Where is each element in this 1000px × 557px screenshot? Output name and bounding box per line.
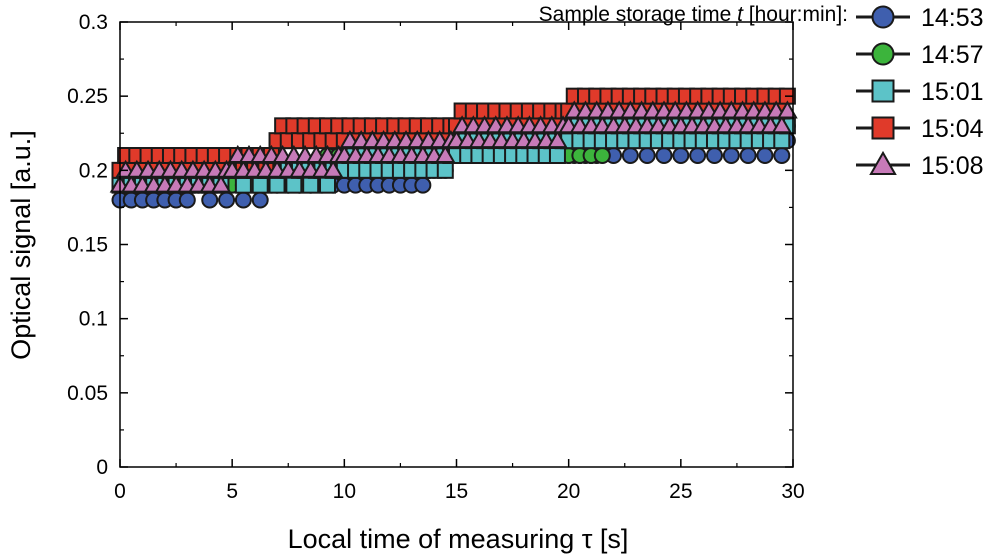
x-tick-label: 30 bbox=[781, 480, 804, 503]
legend-marker bbox=[871, 116, 895, 140]
data-point bbox=[672, 147, 690, 164]
data-point bbox=[547, 130, 568, 149]
legend-title: Sample storage time t [hour:min]: bbox=[539, 3, 848, 26]
legend-label: 14:53 bbox=[921, 4, 984, 32]
legend-marker bbox=[871, 5, 895, 29]
x-axis-title: Local time of measuring τ [s] bbox=[288, 524, 629, 554]
legend-label: 15:08 bbox=[921, 152, 984, 180]
data-point bbox=[777, 100, 798, 119]
data-point bbox=[218, 191, 236, 209]
data-point bbox=[548, 147, 566, 164]
data-point bbox=[739, 147, 757, 164]
x-tick-label: 0 bbox=[114, 480, 126, 503]
x-tick-label: 20 bbox=[557, 480, 580, 503]
data-point bbox=[593, 147, 611, 164]
data-point bbox=[319, 176, 337, 194]
data-point bbox=[201, 191, 219, 209]
series-1508 bbox=[109, 100, 798, 193]
y-tick-label: 0.05 bbox=[67, 382, 108, 405]
data-point bbox=[322, 159, 344, 178]
x-tick-label: 10 bbox=[333, 480, 356, 503]
data-point bbox=[414, 176, 432, 194]
data-point bbox=[234, 176, 252, 194]
data-points bbox=[109, 87, 798, 209]
legend-entry: 15:04 bbox=[856, 115, 984, 143]
legend-label: 15:01 bbox=[921, 78, 984, 106]
legend-entry: 14:57 bbox=[856, 41, 984, 69]
data-point bbox=[655, 147, 673, 164]
data-point bbox=[234, 191, 252, 209]
data-point bbox=[621, 147, 639, 164]
legend-entry: 14:53 bbox=[856, 4, 984, 32]
data-point bbox=[436, 161, 454, 179]
legend-label: 14:57 bbox=[921, 41, 984, 69]
legend-title-var: t bbox=[737, 3, 744, 26]
data-point bbox=[756, 147, 774, 164]
legend-label: 15:04 bbox=[921, 115, 984, 143]
y-tick-label: 0.1 bbox=[79, 308, 108, 331]
y-tick-label: 0.3 bbox=[79, 11, 108, 34]
legend-entry: 15:01 bbox=[856, 78, 984, 106]
data-point bbox=[705, 147, 723, 164]
y-tick-label: 0.25 bbox=[67, 85, 108, 108]
axes: 0 5 10 15 20 25 30 0 0.05 0.1 0.15 0.2 0.25 0.3 bbox=[67, 11, 805, 503]
data-point bbox=[689, 147, 707, 164]
y-tick-label: 0.15 bbox=[67, 234, 108, 257]
data-point bbox=[268, 176, 286, 194]
data-point bbox=[210, 174, 232, 193]
data-point bbox=[722, 147, 740, 164]
data-point bbox=[773, 147, 791, 164]
legend-title-prefix: Sample storage time bbox=[539, 3, 737, 26]
x-tick-label: 15 bbox=[445, 480, 468, 503]
data-point bbox=[638, 147, 656, 164]
data-point bbox=[285, 176, 303, 194]
data-point bbox=[302, 176, 320, 194]
legend-title-suffix: [hour:min]: bbox=[743, 3, 848, 26]
data-point bbox=[178, 191, 196, 209]
data-point bbox=[434, 144, 456, 163]
data-point bbox=[251, 191, 269, 209]
x-tick-label: 5 bbox=[226, 480, 238, 503]
legend-entry: 15:08 bbox=[856, 150, 984, 180]
data-point bbox=[251, 176, 269, 194]
legend-marker bbox=[871, 79, 895, 103]
y-axis-title: Optical signal [a.u.] bbox=[6, 130, 36, 360]
data-point bbox=[773, 132, 791, 150]
x-tick-label: 25 bbox=[669, 480, 692, 503]
y-tick-label: 0.2 bbox=[79, 159, 108, 182]
data-point bbox=[771, 115, 793, 134]
y-tick-label: 0 bbox=[96, 456, 108, 479]
legend-marker bbox=[869, 150, 897, 176]
legend: Sample storage time t [hour:min]: 14:53 1… bbox=[539, 3, 984, 180]
legend-marker bbox=[871, 42, 895, 66]
